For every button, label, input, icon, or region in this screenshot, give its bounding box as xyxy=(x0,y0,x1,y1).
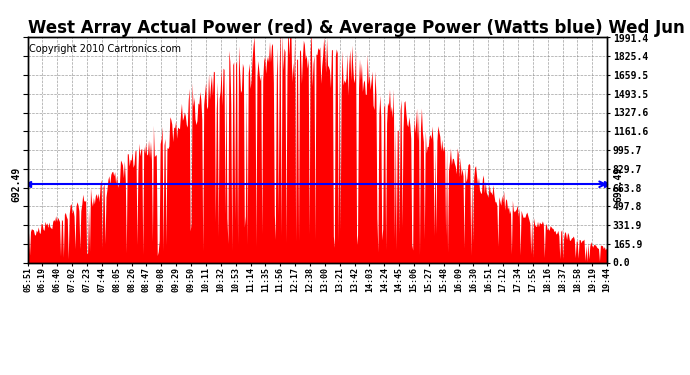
Text: West Array Actual Power (red) & Average Power (Watts blue) Wed Jun 16 20:06: West Array Actual Power (red) & Average … xyxy=(28,20,690,38)
Text: Copyright 2010 Cartronics.com: Copyright 2010 Cartronics.com xyxy=(29,44,181,54)
Text: 692.49: 692.49 xyxy=(12,166,22,202)
Text: 692.49: 692.49 xyxy=(613,166,623,202)
